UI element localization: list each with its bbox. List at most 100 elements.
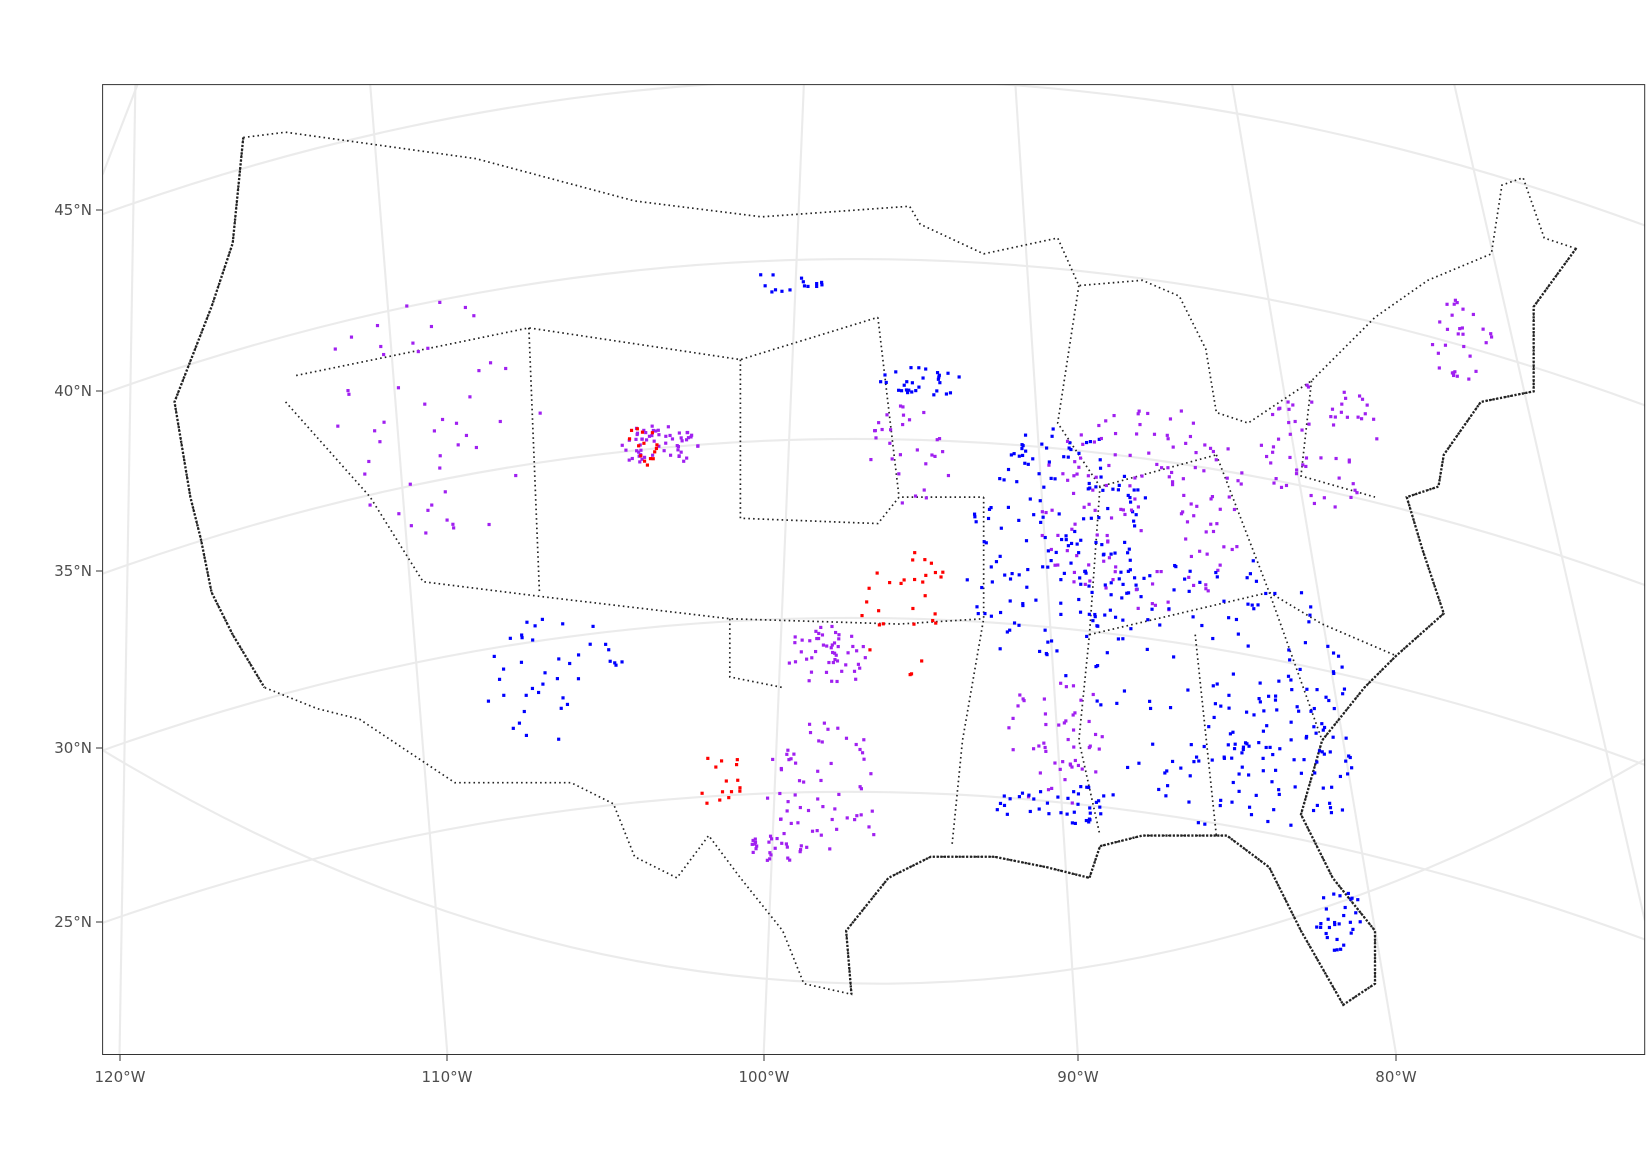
site-point <box>830 643 834 647</box>
site-point <box>817 631 821 636</box>
site-point <box>647 434 652 438</box>
site-point <box>1202 744 1206 749</box>
site-point <box>1077 597 1081 602</box>
site-point <box>1152 432 1157 436</box>
site-point <box>1231 672 1235 676</box>
site-point <box>1134 588 1138 592</box>
site-point <box>1315 688 1319 692</box>
site-point <box>1342 943 1346 947</box>
site-point <box>765 858 769 862</box>
site-point <box>1086 474 1090 478</box>
site-point <box>905 380 909 384</box>
site-point <box>767 840 771 844</box>
site-point <box>504 366 508 371</box>
site-point <box>727 796 731 800</box>
site-point <box>1073 460 1077 464</box>
site-point <box>1170 759 1175 764</box>
site-point <box>1066 737 1070 742</box>
site-point <box>933 570 938 575</box>
site-point <box>833 630 838 635</box>
site-point <box>657 433 661 437</box>
site-point <box>1300 428 1304 432</box>
site-point <box>1211 636 1215 641</box>
site-point <box>1078 456 1083 460</box>
site-point <box>909 366 913 370</box>
site-point <box>1049 558 1053 563</box>
site-point <box>397 512 401 516</box>
site-point <box>898 453 903 457</box>
site-point <box>1481 327 1485 331</box>
site-point <box>1328 806 1333 810</box>
site-point <box>1455 301 1459 305</box>
site-point <box>793 635 797 639</box>
site-point <box>1145 647 1149 652</box>
site-point <box>1037 744 1041 748</box>
site-point <box>645 463 650 467</box>
site-point <box>1125 591 1129 595</box>
site-point <box>1337 476 1341 480</box>
site-point <box>1356 898 1360 902</box>
site-point <box>565 702 570 707</box>
site-point <box>1333 415 1337 419</box>
site-point <box>1237 772 1241 776</box>
site-point <box>1248 572 1252 576</box>
site-point <box>1087 502 1091 506</box>
site-point <box>1032 513 1036 517</box>
site-point <box>862 738 866 742</box>
site-point <box>858 666 862 670</box>
site-point <box>1261 769 1265 773</box>
site-point <box>782 831 786 836</box>
site-point <box>998 554 1002 558</box>
site-point <box>1062 721 1066 725</box>
site-point <box>680 439 684 443</box>
site-point <box>1228 732 1233 736</box>
site-point <box>497 677 502 681</box>
site-point <box>1003 573 1007 577</box>
site-point <box>1246 602 1250 606</box>
site-point <box>1247 773 1251 777</box>
site-point <box>1113 615 1118 619</box>
site-point <box>648 457 653 461</box>
site-point <box>800 638 804 642</box>
site-point <box>1109 593 1113 597</box>
site-point <box>1122 689 1127 693</box>
site-point <box>1320 722 1324 726</box>
site-point <box>1136 488 1140 492</box>
site-point <box>830 679 834 683</box>
site-point <box>1436 351 1440 355</box>
site-point <box>935 371 940 375</box>
site-point <box>1062 571 1066 575</box>
site-point <box>768 834 773 838</box>
site-point <box>1330 785 1334 789</box>
site-point <box>1167 475 1171 479</box>
site-point <box>724 779 728 783</box>
site-point <box>638 460 642 464</box>
site-point <box>1188 569 1192 573</box>
site-point <box>654 446 658 451</box>
site-point <box>620 660 624 664</box>
site-point <box>1346 772 1350 776</box>
site-point <box>568 661 572 666</box>
site-point <box>1215 682 1219 686</box>
site-point <box>1184 441 1188 445</box>
site-point <box>524 733 529 738</box>
site-point <box>677 454 681 458</box>
site-point <box>998 801 1003 806</box>
site-point <box>1094 770 1098 774</box>
site-point <box>1246 644 1250 648</box>
site-point <box>1097 516 1101 520</box>
site-point <box>831 660 835 665</box>
site-point <box>1025 585 1029 589</box>
site-point <box>817 739 821 743</box>
site-point <box>1309 493 1313 498</box>
site-point <box>1315 925 1319 929</box>
site-point <box>810 656 814 660</box>
site-point <box>898 404 903 408</box>
site-point <box>1241 745 1246 749</box>
site-point <box>1071 713 1075 717</box>
site-point <box>1438 320 1442 324</box>
site-point <box>627 458 631 462</box>
site-point <box>836 726 840 730</box>
site-point <box>808 730 813 735</box>
site-point <box>1266 819 1270 824</box>
